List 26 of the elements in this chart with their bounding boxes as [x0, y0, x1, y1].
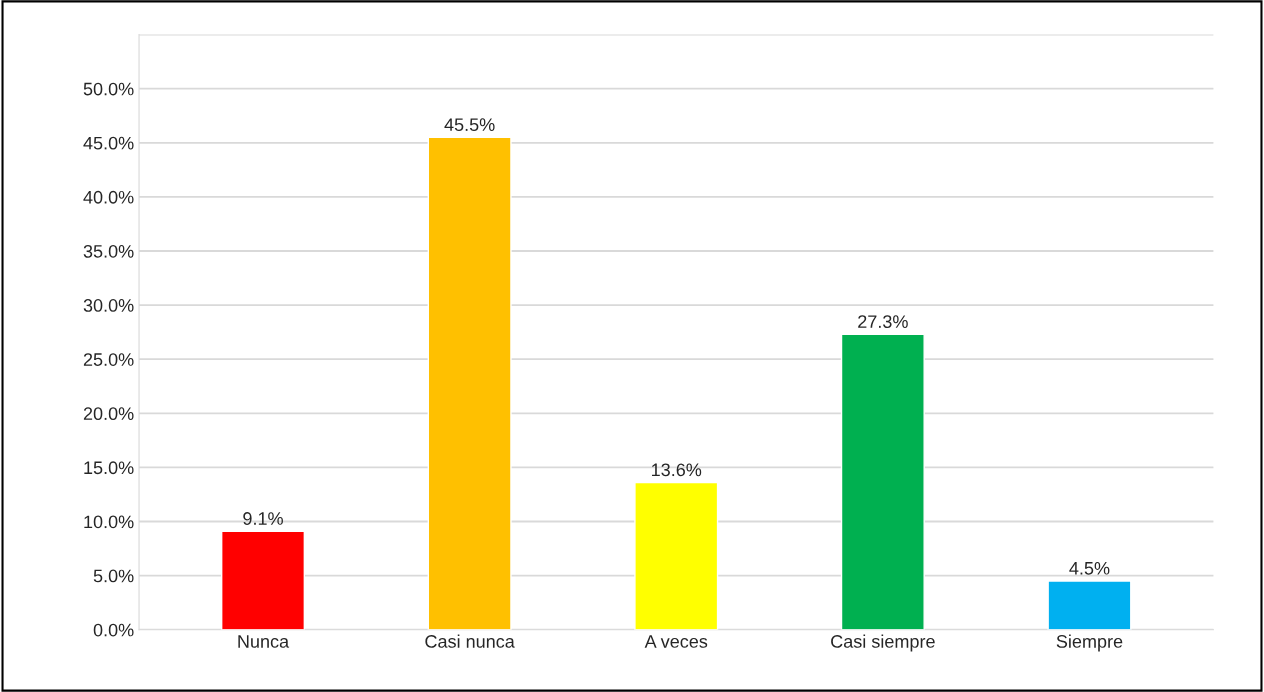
bar	[1047, 580, 1132, 630]
y-tick-label: 15.0%	[84, 461, 134, 475]
y-tick-label: 50.0%	[83, 82, 134, 96]
bar	[220, 530, 306, 630]
x-tick-label: Casi siempre	[831, 634, 935, 652]
data-label: 13.6%	[652, 463, 702, 477]
x-tick-label: Casi nunca	[425, 634, 515, 648]
y-tick-label: 10.0%	[84, 515, 134, 529]
y-tick-label: 35.0%	[83, 244, 134, 258]
bar	[634, 481, 719, 630]
data-label: 4.5%	[1069, 561, 1110, 575]
y-tick-label: 5.0%	[93, 569, 134, 583]
data-label: 27.3%	[858, 315, 908, 328]
y-tick-label: 45.0%	[83, 136, 134, 150]
x-tick-label: A veces	[644, 635, 708, 648]
y-tick-label: 0.0%	[93, 623, 134, 637]
x-tick-label: Siempre	[1056, 634, 1123, 652]
y-tick-label: 25.0%	[83, 353, 134, 366]
y-tick-label: 20.0%	[83, 407, 134, 421]
data-label: 9.1%	[243, 512, 283, 525]
bar	[427, 136, 512, 630]
data-label: 45.5%	[444, 118, 495, 132]
x-tick-label: Nunca	[238, 635, 290, 648]
bar	[840, 333, 925, 630]
y-tick-label: 40.0%	[83, 190, 134, 204]
y-tick-label: 30.0%	[83, 299, 134, 312]
